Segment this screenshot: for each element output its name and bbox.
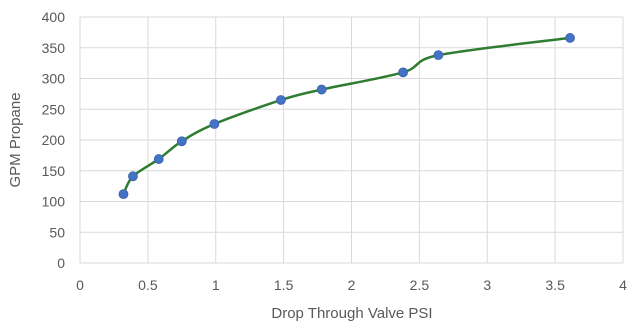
data-point (433, 50, 444, 61)
data-point (209, 119, 220, 129)
data-point (276, 95, 286, 105)
data-point (565, 33, 575, 43)
y-tick-label: 50 (49, 224, 65, 240)
x-tick-label: 2.5 (410, 277, 430, 293)
x-tick-label: 2 (348, 277, 356, 293)
y-tick-label: 400 (42, 9, 66, 25)
x-tick-label: 0 (76, 277, 84, 293)
x-tick-label: 4 (619, 277, 627, 293)
x-tick-label: 1 (212, 277, 220, 293)
y-tick-label: 300 (42, 71, 66, 87)
data-point (316, 84, 327, 95)
series-markers (118, 33, 575, 200)
x-tick-label: 0.5 (138, 277, 158, 293)
y-tick-label: 250 (42, 101, 66, 117)
y-axis-title: GPM Propane (7, 92, 24, 187)
y-axis-ticks: 0 50 100 150 200 250 300 350 400 (42, 9, 66, 271)
y-tick-label: 150 (42, 163, 66, 179)
y-tick-label: 350 (42, 40, 66, 56)
x-axis-title: Drop Through Valve PSI (271, 305, 432, 322)
x-tick-label: 1.5 (274, 277, 294, 293)
y-tick-label: 100 (42, 194, 66, 210)
data-point (128, 171, 138, 182)
x-axis-ticks: 0 0.5 1 1.5 2 2.5 3 3.5 4 (76, 277, 627, 293)
series-line (122, 36, 571, 195)
data-point (118, 189, 129, 200)
x-tick-label: 3.5 (545, 277, 565, 293)
x-tick-label: 3 (483, 277, 491, 293)
data-point (398, 67, 408, 78)
y-tick-label: 0 (57, 255, 65, 271)
y-tick-label: 200 (42, 132, 66, 148)
data-point (176, 136, 187, 147)
data-point (153, 154, 164, 164)
gridlines (79, 16, 624, 264)
